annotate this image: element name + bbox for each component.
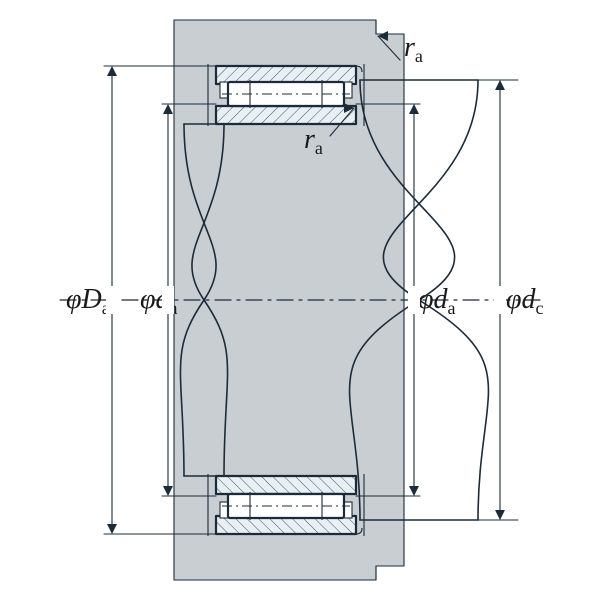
svg-text:φda: φda [418, 284, 456, 318]
svg-text:φdc: φdc [506, 284, 544, 318]
bearing-mounting-diagram: φDaφdaφdaφdcrara [0, 0, 600, 600]
svg-text:φDa: φDa [66, 284, 110, 318]
svg-text:ra: ra [404, 32, 423, 66]
